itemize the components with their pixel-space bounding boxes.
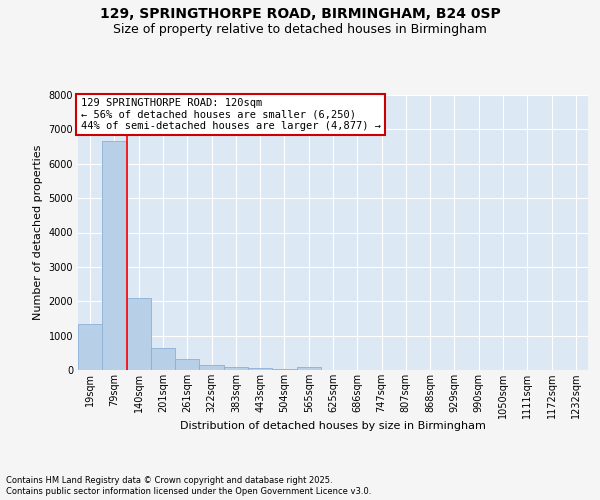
- Bar: [248, 368, 272, 370]
- Y-axis label: Number of detached properties: Number of detached properties: [33, 145, 43, 320]
- Text: Contains public sector information licensed under the Open Government Licence v3: Contains public sector information licen…: [6, 487, 371, 496]
- Text: Contains HM Land Registry data © Crown copyright and database right 2025.: Contains HM Land Registry data © Crown c…: [6, 476, 332, 485]
- Text: Size of property relative to detached houses in Birmingham: Size of property relative to detached ho…: [113, 22, 487, 36]
- Bar: [127, 298, 151, 370]
- Bar: [272, 369, 296, 370]
- Bar: [296, 366, 321, 370]
- Bar: [151, 348, 175, 370]
- Bar: [175, 359, 199, 370]
- Text: 129 SPRINGTHORPE ROAD: 120sqm
← 56% of detached houses are smaller (6,250)
44% o: 129 SPRINGTHORPE ROAD: 120sqm ← 56% of d…: [80, 98, 380, 131]
- Bar: [102, 142, 127, 370]
- Text: 129, SPRINGTHORPE ROAD, BIRMINGHAM, B24 0SP: 129, SPRINGTHORPE ROAD, BIRMINGHAM, B24 …: [100, 8, 500, 22]
- Bar: [199, 365, 224, 370]
- Bar: [78, 324, 102, 370]
- Bar: [224, 366, 248, 370]
- X-axis label: Distribution of detached houses by size in Birmingham: Distribution of detached houses by size …: [180, 421, 486, 431]
